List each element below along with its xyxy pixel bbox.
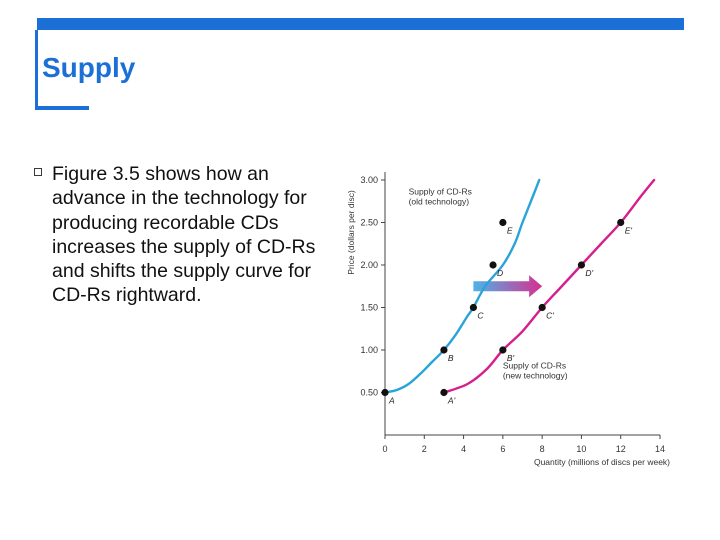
point-label: E — [507, 226, 513, 236]
y-tick-label: 1.00 — [360, 345, 378, 355]
data-point — [538, 303, 546, 312]
point-label: B — [448, 353, 454, 363]
x-axis-label: Quantity (millions of discs per week) — [534, 457, 670, 467]
x-tick-label: 10 — [576, 444, 586, 454]
y-tick-label: 1.50 — [360, 303, 378, 313]
x-tick-label: 4 — [461, 444, 466, 454]
point-label: A — [388, 396, 395, 406]
series-label-new: (new technology) — [503, 371, 568, 381]
x-tick-label: 0 — [382, 444, 387, 454]
bullet-square-icon — [34, 168, 42, 176]
data-point — [440, 388, 448, 397]
data-point — [617, 218, 625, 227]
slide-title: Supply — [42, 52, 136, 83]
x-tick-label: 12 — [616, 444, 626, 454]
supply-curve-old — [383, 178, 541, 394]
point-label: D — [497, 268, 503, 278]
x-tick-label: 14 — [655, 444, 665, 454]
y-tick-label: 0.50 — [360, 388, 378, 398]
supply-chart: 0 2 4 6 8 10 12 14 0.50 1.00 1.50 2.00 2.50 3.00 Quant… — [346, 172, 670, 467]
data-point — [469, 303, 477, 312]
point-label: C — [477, 311, 484, 321]
left-accent-bar — [35, 30, 38, 108]
data-point — [440, 346, 448, 354]
title-underline-bar — [35, 106, 89, 110]
data-point — [577, 261, 586, 269]
point-label: C' — [546, 311, 554, 321]
x-tick-label: 2 — [422, 444, 427, 454]
point-label: E' — [625, 226, 633, 236]
point-label: B' — [507, 353, 515, 363]
y-tick-label: 2.50 — [360, 218, 378, 228]
point-label: D' — [585, 268, 593, 278]
y-axis-label: Price (dollars per disc) — [346, 190, 356, 275]
top-accent-bar — [37, 18, 684, 30]
series-label-new: Supply of CD-Rs — [503, 361, 566, 371]
series-label-old: (old technology) — [409, 196, 470, 206]
point-label: A' — [447, 396, 456, 406]
x-tick-label: 6 — [500, 444, 505, 454]
y-tick-label: 3.00 — [360, 175, 378, 185]
series-label-old: Supply of CD-Rs — [409, 186, 472, 196]
data-point — [499, 218, 507, 227]
data-point — [499, 346, 507, 354]
y-tick-label: 2.00 — [360, 260, 378, 270]
x-tick-label: 8 — [540, 444, 545, 454]
data-point — [381, 388, 389, 397]
slide-body-text: Figure 3.5 shows how an advance in the t… — [52, 163, 316, 307]
data-point — [489, 261, 497, 269]
supply-shift-arrow — [473, 275, 543, 298]
